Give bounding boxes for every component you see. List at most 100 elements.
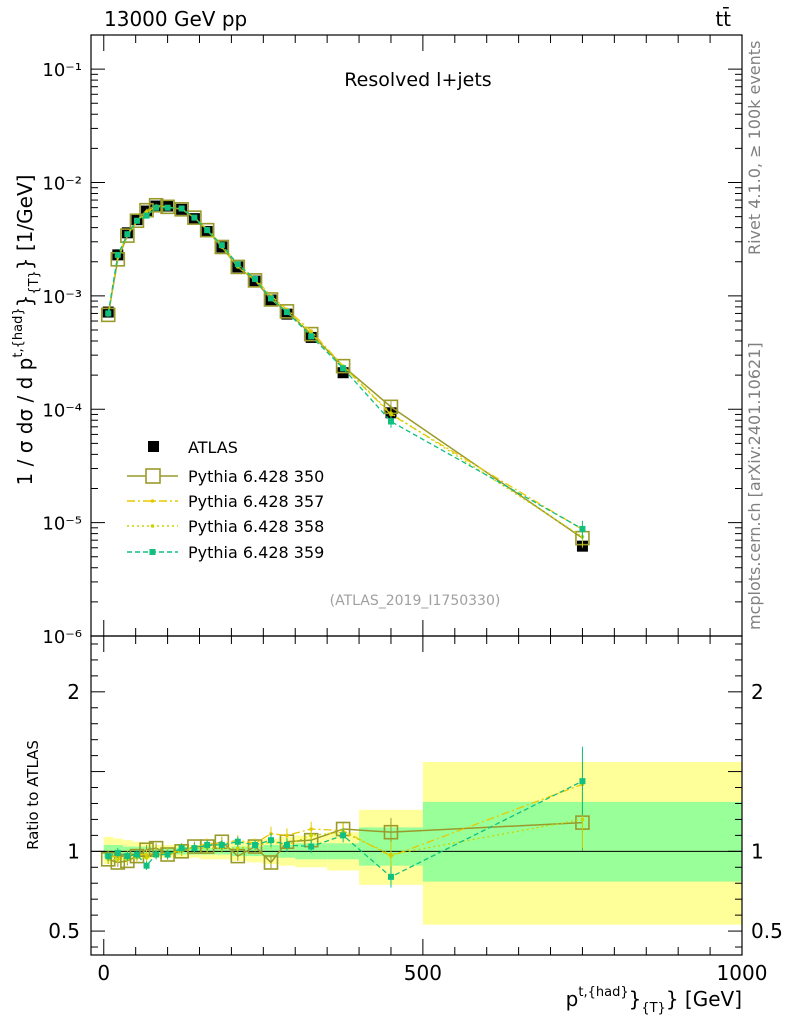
main-marker-359 [340, 365, 347, 372]
main-marker-350 [303, 326, 319, 342]
ratio-marker-358 [144, 855, 149, 860]
ratio-y-tick-label-right: 1 [751, 839, 764, 863]
ratio-marker-359 [178, 845, 185, 852]
x-tick-label: 1000 [717, 961, 768, 985]
main-marker-350 [129, 213, 145, 229]
y-tick-label: 10⁻⁶ [42, 627, 82, 648]
ratio-marker-359 [340, 832, 347, 839]
y-tick-label: 10⁻² [42, 174, 82, 195]
ratio-marker-359 [308, 843, 315, 850]
ratio-marker-359 [218, 841, 225, 848]
main-marker-359 [178, 205, 185, 212]
main-marker-359 [252, 275, 259, 282]
main-marker-350 [230, 259, 246, 275]
main-marker-359 [579, 525, 586, 532]
main-marker-359 [234, 261, 241, 268]
ratio-marker-359 [267, 837, 274, 844]
ratio-y-tick-label: 2 [67, 680, 80, 704]
legend-atlas-marker [148, 441, 159, 452]
main-marker-359 [133, 217, 140, 224]
ratio-marker-359 [153, 851, 160, 858]
rivet-version-label: Rivet 4.1.0, ≥ 100k events [745, 41, 764, 255]
main-panel: 10⁻⁶ 10⁻⁵ 10⁻⁴ 10⁻³ 10⁻² 10⁻¹ 1 / σ dσ / d pt,… [11, 34, 743, 648]
ratio-marker-359 [204, 841, 211, 848]
main-marker-350 [148, 197, 164, 213]
ratio-y-tick-label: 0.5 [48, 919, 80, 943]
ratio-marker-350 [383, 824, 399, 840]
ratio-marker-359 [114, 849, 121, 856]
x-axis-title: pt,{had}}{T}} [GeV] [566, 985, 742, 1016]
ratio-frame [90, 635, 743, 956]
main-marker-359 [124, 231, 131, 238]
main-marker-359 [283, 309, 290, 316]
main-marker-350 [263, 292, 279, 307]
ratio-marker-359 [579, 778, 586, 785]
main-marker-350 [214, 239, 230, 255]
ratio-marker-358 [309, 833, 313, 838]
main-y-axis: 10⁻⁶ 10⁻⁵ 10⁻⁴ 10⁻³ 10⁻² 10⁻¹ [42, 34, 742, 648]
ratio-y-tick-label-right: 0.5 [751, 919, 783, 943]
ratio-axes: 0.5 0.5 1 1 2 2 0 500 1000 [48, 35, 783, 985]
ratio-y-tick-label: 1 [67, 839, 80, 863]
legend-label-350: Pythia 6.428 350 [188, 467, 324, 486]
main-marker-350 [120, 228, 135, 243]
main-marker-350 [100, 307, 116, 323]
main-marker-350 [160, 199, 175, 215]
main-marker-359 [105, 310, 112, 317]
legend-marker-358 [150, 524, 155, 528]
ratio-panel: 0.5 0.5 1 1 2 2 0 500 1000 Ratio to ATLAS pt,{had}… [24, 35, 783, 1016]
main-marker-359 [308, 333, 315, 340]
main-marker-359 [153, 204, 160, 211]
legend-atlas-label: ATLAS [188, 438, 238, 457]
legend-marker-359 [149, 549, 156, 555]
ratio-marker-359 [283, 841, 290, 848]
legend-label-359: Pythia 6.428 359 [188, 543, 324, 562]
main-marker-350 [247, 273, 263, 288]
main-marker-350 [187, 210, 202, 225]
ratio-y-tick-label-right: 2 [751, 680, 764, 704]
main-marker-350 [174, 202, 189, 217]
ratio-marker-359 [143, 862, 150, 869]
main-marker-359 [204, 227, 211, 234]
x-tick-label: 0 [97, 961, 110, 985]
energy-label: 13000 GeV pp [104, 7, 247, 31]
y-tick-label: 10⁻³ [42, 287, 82, 308]
analysis-watermark: (ATLAS_2019_I1750330) [330, 593, 501, 609]
y-tick-label: 10⁻⁴ [42, 400, 82, 421]
legend-label-358: Pythia 6.428 358 [188, 517, 324, 536]
ratio-marker-359 [124, 853, 131, 860]
main-marker-359 [218, 242, 225, 249]
main-marker-350 [199, 222, 215, 238]
ratio-marker-350 [263, 855, 279, 870]
ratio-marker-358 [116, 857, 120, 862]
legend-marker-357 [150, 499, 155, 503]
main-marker-350 [279, 304, 295, 319]
ratio-marker-359 [164, 851, 171, 858]
ratio-marker-358 [389, 852, 393, 857]
main-marker-358 [389, 411, 393, 416]
legend-label-357: Pythia 6.428 357 [188, 492, 324, 511]
main-marker-350 [335, 358, 351, 374]
legend: ATLAS Pythia 6.428 350 Pythia 6.428 357 Pyt… [127, 438, 324, 562]
x-tick-label: 500 [404, 961, 442, 985]
ratio-marker-359 [191, 845, 198, 852]
y-tick-label: 10⁻⁵ [42, 514, 82, 535]
ratio-marker-359 [133, 851, 140, 858]
ratio-marker-358 [235, 846, 240, 850]
main-marker-359 [267, 295, 274, 302]
ratio-marker-359 [234, 838, 241, 845]
main-marker-359 [114, 251, 121, 258]
ratio-marker-357 [285, 833, 289, 838]
main-marker-359 [164, 204, 171, 211]
ratio-marker-358 [580, 817, 585, 822]
main-marker-359 [143, 212, 150, 219]
y-tick-label: 10⁻¹ [42, 60, 82, 81]
mcplots-label: mcplots.cern.ch [arXiv:2401.10621] [745, 342, 764, 630]
legend-marker-350 [145, 468, 161, 484]
main-y-axis-title: 1 / σ dσ / d pt,{had}}{T}} [1/GeV] [11, 175, 42, 486]
ratio-marker-359 [252, 841, 259, 848]
ratio-marker-359 [387, 873, 394, 880]
main-marker-359 [387, 418, 394, 425]
ratio-y-axis-title: Ratio to ATLAS [24, 740, 42, 850]
